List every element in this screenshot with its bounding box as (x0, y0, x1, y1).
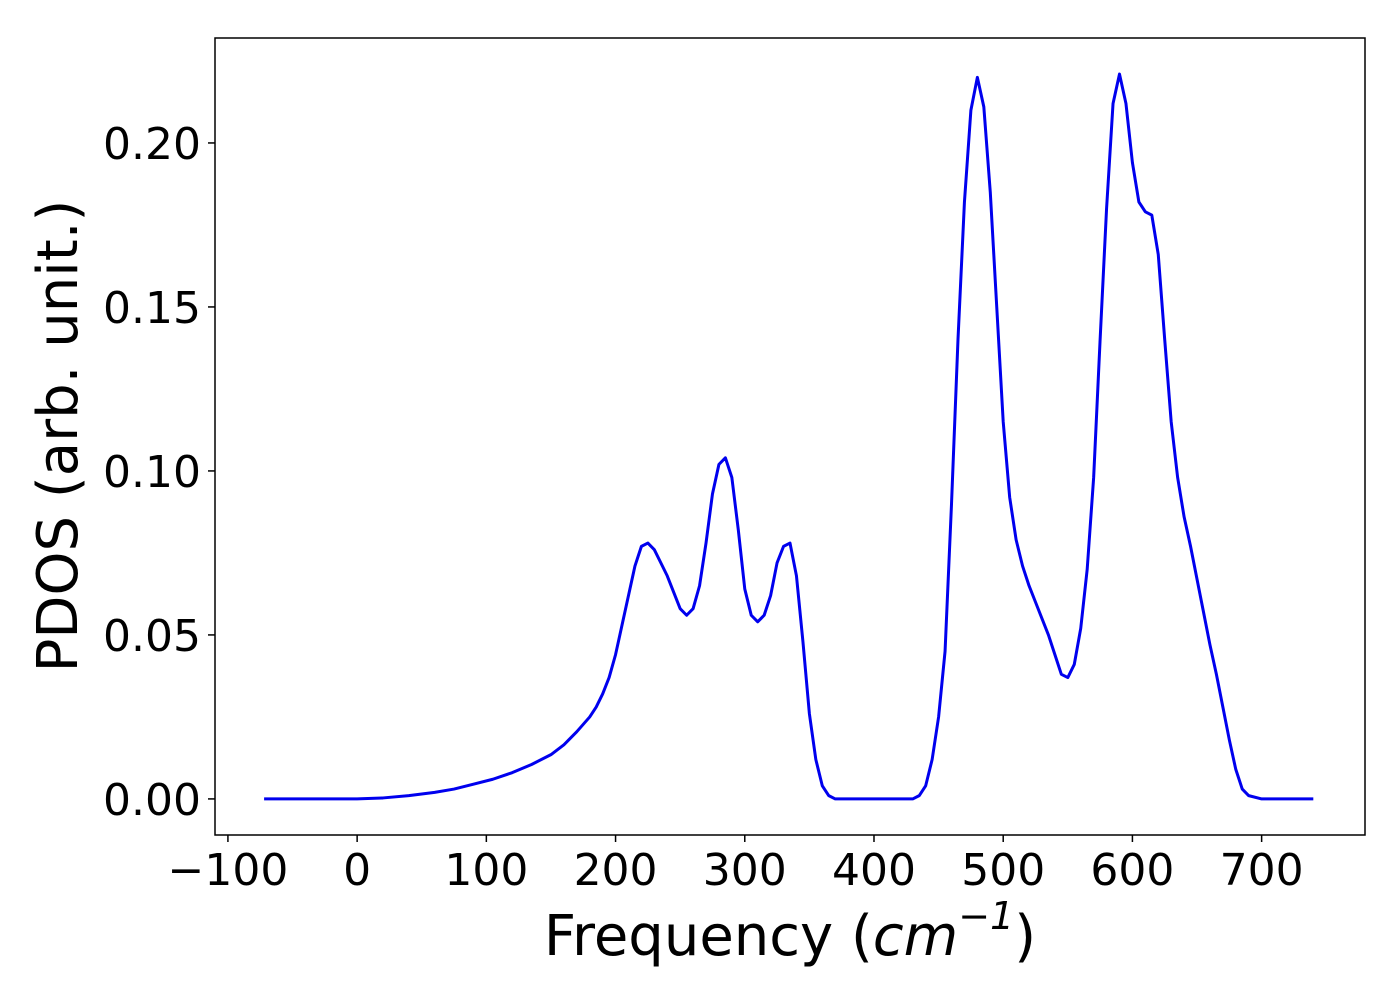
x-axis-label-unit-close: ) (1014, 904, 1036, 969)
x-axis-label-unit-exponent: −1 (958, 894, 1014, 938)
x-axis-label: Frequency (cm−1) (544, 894, 1036, 969)
x-tick-label: 0 (343, 845, 371, 896)
x-axis-label-unit-base: cm (873, 904, 958, 969)
y-axis-ticks: 0.00 0.05 0.10 0.15 0.20 (103, 119, 215, 826)
x-tick-label: 600 (1090, 845, 1174, 896)
x-tick-label: 400 (832, 845, 916, 896)
plot-area: −100 0 100 200 300 400 500 600 700 0.000.050.100… (103, 37, 1366, 896)
x-tick-label: 100 (444, 845, 528, 896)
y-tick-label: 0.15 (103, 283, 201, 334)
pdos-series-line-0 (264, 72, 1314, 801)
x-axis-label-text: Frequency (544, 904, 833, 969)
series-layer (264, 72, 1314, 801)
y-axis-label: PDOS (arb. unit.) (26, 200, 91, 673)
x-axis-label-unit-open: ( (851, 904, 873, 969)
y-tick-label: 0.00 (103, 775, 201, 826)
y-tick-label: 0.05 (103, 611, 201, 662)
plot-frame (214, 37, 1366, 836)
x-axis-ticks: −100 0 100 200 300 400 500 600 700 (167, 835, 1304, 896)
y-tick-label: 0.20 (103, 119, 201, 170)
x-tick-label: 500 (961, 845, 1045, 896)
x-tick-label: −100 (167, 845, 288, 896)
x-tick-label: 300 (703, 845, 787, 896)
x-tick-label: 700 (1220, 845, 1304, 896)
y-tick-label: 0.10 (103, 447, 201, 498)
x-tick-label: 200 (574, 845, 658, 896)
